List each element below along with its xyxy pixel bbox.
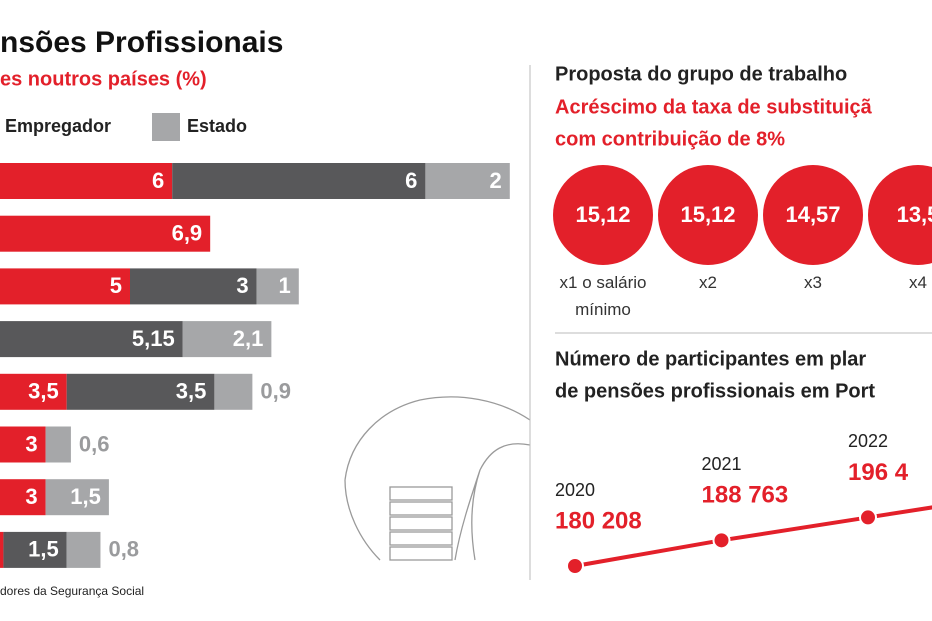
- value-label: 180 208: [555, 507, 642, 534]
- hand-outline: [344, 396, 531, 561]
- value-label: 3: [25, 431, 37, 456]
- x-label: 2022: [848, 431, 888, 451]
- chart-title: de pensões profissionais em Port: [555, 380, 875, 402]
- value-label: 3: [236, 273, 248, 298]
- chart-subtitle: com contribuição de 8%: [555, 128, 785, 150]
- value-label: 3: [25, 484, 37, 509]
- value-circle: [868, 165, 932, 265]
- bar-segment: [0, 215, 211, 252]
- coin: [389, 531, 453, 546]
- chart-subtitle: Acréscimo da taxa de substituiçã: [555, 96, 873, 118]
- value-label: 2,1: [233, 326, 264, 351]
- chart-title: nsões Profissionais: [0, 26, 283, 59]
- coin: [389, 486, 453, 501]
- value-circle: [763, 165, 863, 265]
- legend-label: Estado: [187, 116, 247, 136]
- bar-segment: [66, 531, 101, 568]
- value-label: 188 763: [702, 482, 789, 509]
- point: [566, 557, 584, 575]
- bar-segment: [0, 163, 173, 199]
- value-label: 0,8: [108, 537, 139, 562]
- value-label: 14,57: [785, 202, 840, 227]
- value-label: 0,6: [79, 431, 110, 456]
- bar-segment: [130, 268, 257, 305]
- category-label: x4: [909, 273, 927, 292]
- value-label: 1,5: [28, 537, 59, 562]
- line-continuation: [867, 505, 932, 520]
- chart-title: Número de participantes em plar: [555, 348, 866, 370]
- coin: [389, 501, 453, 516]
- value-label: 5: [110, 273, 122, 298]
- bar-segment: [0, 268, 130, 305]
- bar-segment: [0, 426, 46, 463]
- chart-subtitle: es noutros países (%): [0, 68, 207, 90]
- source: dores da Segurança Social: [0, 584, 144, 598]
- bar-segment: [66, 373, 215, 410]
- bar-segment: [3, 531, 67, 568]
- value-label: 6: [152, 168, 164, 193]
- chart-title: Proposta do grupo de trabalho: [555, 63, 847, 85]
- point: [712, 531, 731, 550]
- value-label: 6: [405, 168, 417, 193]
- value-label: 196 4: [848, 459, 909, 486]
- x-label: 2021: [702, 454, 742, 474]
- value-label: 2: [490, 168, 502, 193]
- bar-segment: [172, 163, 426, 199]
- decoration: [344, 396, 531, 561]
- coin: [389, 516, 453, 531]
- category-label: x2: [699, 273, 717, 292]
- value-label: 3,5: [176, 379, 207, 404]
- coin: [389, 546, 453, 561]
- value-label: 6,9: [172, 221, 203, 246]
- bar-segment: [425, 163, 510, 199]
- point: [859, 508, 877, 527]
- bar-segment: [45, 426, 71, 463]
- value-label: 15,12: [575, 202, 630, 227]
- bar-segment: [0, 321, 183, 358]
- bar-segment: [256, 268, 299, 305]
- bar-segment: [0, 479, 46, 516]
- bar-segment: [0, 373, 67, 410]
- legend-swatch: [152, 113, 180, 141]
- bar-segment: [182, 321, 272, 358]
- value-label: 5,15: [132, 326, 175, 351]
- category-label: x3: [804, 273, 822, 292]
- value-label: 0,9: [260, 379, 291, 404]
- bar-segment: [0, 531, 4, 568]
- legend-label: Empregador: [5, 116, 111, 136]
- bar-segment: [214, 373, 253, 410]
- value-label: 1,5: [70, 484, 101, 509]
- value-label: 13,5: [897, 202, 932, 227]
- value-circle: [553, 165, 653, 265]
- value-circle: [658, 165, 758, 265]
- value-label: 3,5: [28, 379, 59, 404]
- category-label: x1 o salário mínimo: [559, 273, 647, 319]
- x-label: 2020: [555, 480, 595, 500]
- bar-segment: [45, 479, 109, 516]
- value-label: 1: [279, 273, 291, 298]
- value-label: 15,12: [680, 202, 735, 227]
